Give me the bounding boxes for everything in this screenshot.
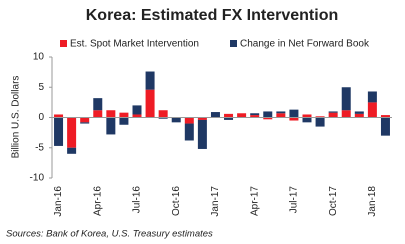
bar <box>132 105 142 115</box>
bar <box>354 113 364 118</box>
legend-swatch <box>230 40 237 47</box>
bar <box>263 117 273 120</box>
bar <box>93 110 103 118</box>
y-tick-label: -10 <box>30 173 45 184</box>
bar <box>276 111 286 114</box>
bar <box>80 122 90 124</box>
bar <box>328 111 338 113</box>
x-tick-label: Jul-17 <box>289 186 300 214</box>
bar <box>210 112 220 118</box>
bar <box>237 113 247 118</box>
bar <box>380 117 390 136</box>
bar <box>106 117 116 135</box>
bar <box>315 117 325 127</box>
bar <box>341 87 351 111</box>
bar <box>224 117 234 120</box>
bar <box>224 113 234 118</box>
bar <box>54 114 64 118</box>
bar <box>367 91 377 103</box>
bar <box>250 113 260 116</box>
y-tick-label: 10 <box>33 52 45 63</box>
bar <box>158 117 168 119</box>
bar <box>380 115 390 118</box>
chart-title: Korea: Estimated FX Intervention <box>86 7 339 24</box>
bar <box>197 119 207 149</box>
legend-swatch <box>60 40 67 47</box>
x-tick-label: Apr-16 <box>92 186 103 216</box>
x-tick-label: Apr-17 <box>249 186 260 216</box>
x-tick-label: Jan-18 <box>367 186 378 217</box>
bar <box>289 109 299 118</box>
bar <box>354 111 364 114</box>
bar <box>119 112 129 118</box>
bar <box>302 117 312 123</box>
bar <box>197 117 207 120</box>
source: Sources: Bank of Korea, U.S. Treasury es… <box>6 229 213 240</box>
bar <box>276 113 286 118</box>
bar <box>250 115 260 118</box>
bar <box>67 147 77 154</box>
x-tick-label: Oct-17 <box>328 186 339 216</box>
bar <box>145 89 155 118</box>
bar <box>106 110 116 118</box>
bar <box>315 116 325 118</box>
bar <box>171 117 181 123</box>
x-tick-label: Jan-17 <box>210 186 221 217</box>
bar <box>263 111 273 118</box>
bar <box>302 114 312 118</box>
y-tick-label: 0 <box>38 112 44 123</box>
y-axis-label: Billion U.S. Dollars <box>11 76 22 159</box>
bar <box>184 123 194 141</box>
bar <box>184 117 194 124</box>
legend-label: Change in Net Forward Book <box>240 39 370 50</box>
bar <box>54 117 64 146</box>
bar <box>132 114 142 118</box>
bar <box>158 110 168 118</box>
x-tick-label: Jan-16 <box>53 186 64 217</box>
bar <box>341 110 351 118</box>
x-tick-label: Oct-16 <box>171 186 182 216</box>
bar <box>67 117 77 148</box>
bar <box>93 98 103 111</box>
y-tick-label: -5 <box>35 142 44 153</box>
bar <box>289 117 299 121</box>
bar <box>328 112 338 118</box>
x-tick-label: Jul-16 <box>132 186 143 214</box>
bar <box>119 117 129 125</box>
legend-label: Est. Spot Market Intervention <box>70 39 199 50</box>
bar <box>367 102 377 118</box>
y-tick-label: 5 <box>38 82 44 93</box>
bar <box>145 71 155 90</box>
bar <box>80 117 90 123</box>
